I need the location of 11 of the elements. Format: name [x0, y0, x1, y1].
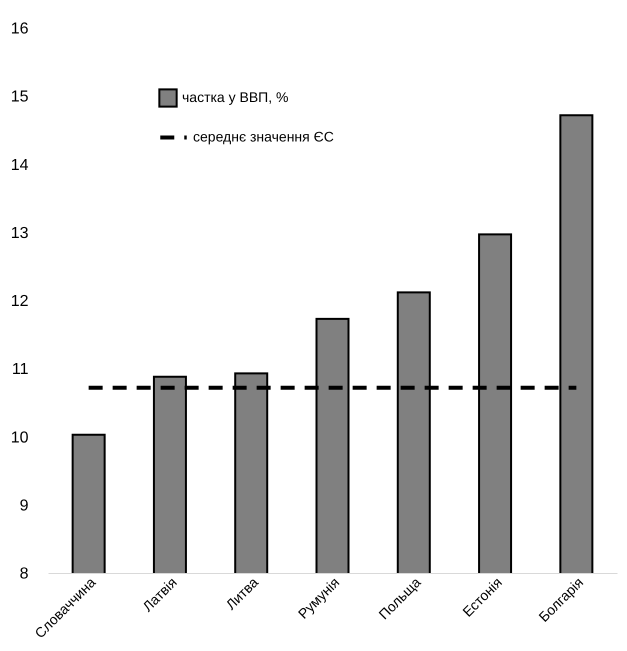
y-tick-label: 9: [20, 497, 29, 514]
y-tick-label: 8: [20, 566, 29, 582]
y-tick-label: 16: [10, 20, 29, 38]
y-tick-label: 15: [10, 88, 29, 106]
y-tick-label: 14: [10, 156, 29, 174]
legend-label: середнє значення ЄС: [193, 128, 334, 144]
y-tick-label: 13: [10, 224, 29, 242]
y-tick-label: 10: [10, 429, 29, 446]
legend-label: частка у ВВП, %: [182, 89, 288, 105]
y-tick-label: 11: [12, 361, 29, 378]
y-tick-label: 12: [10, 293, 29, 310]
